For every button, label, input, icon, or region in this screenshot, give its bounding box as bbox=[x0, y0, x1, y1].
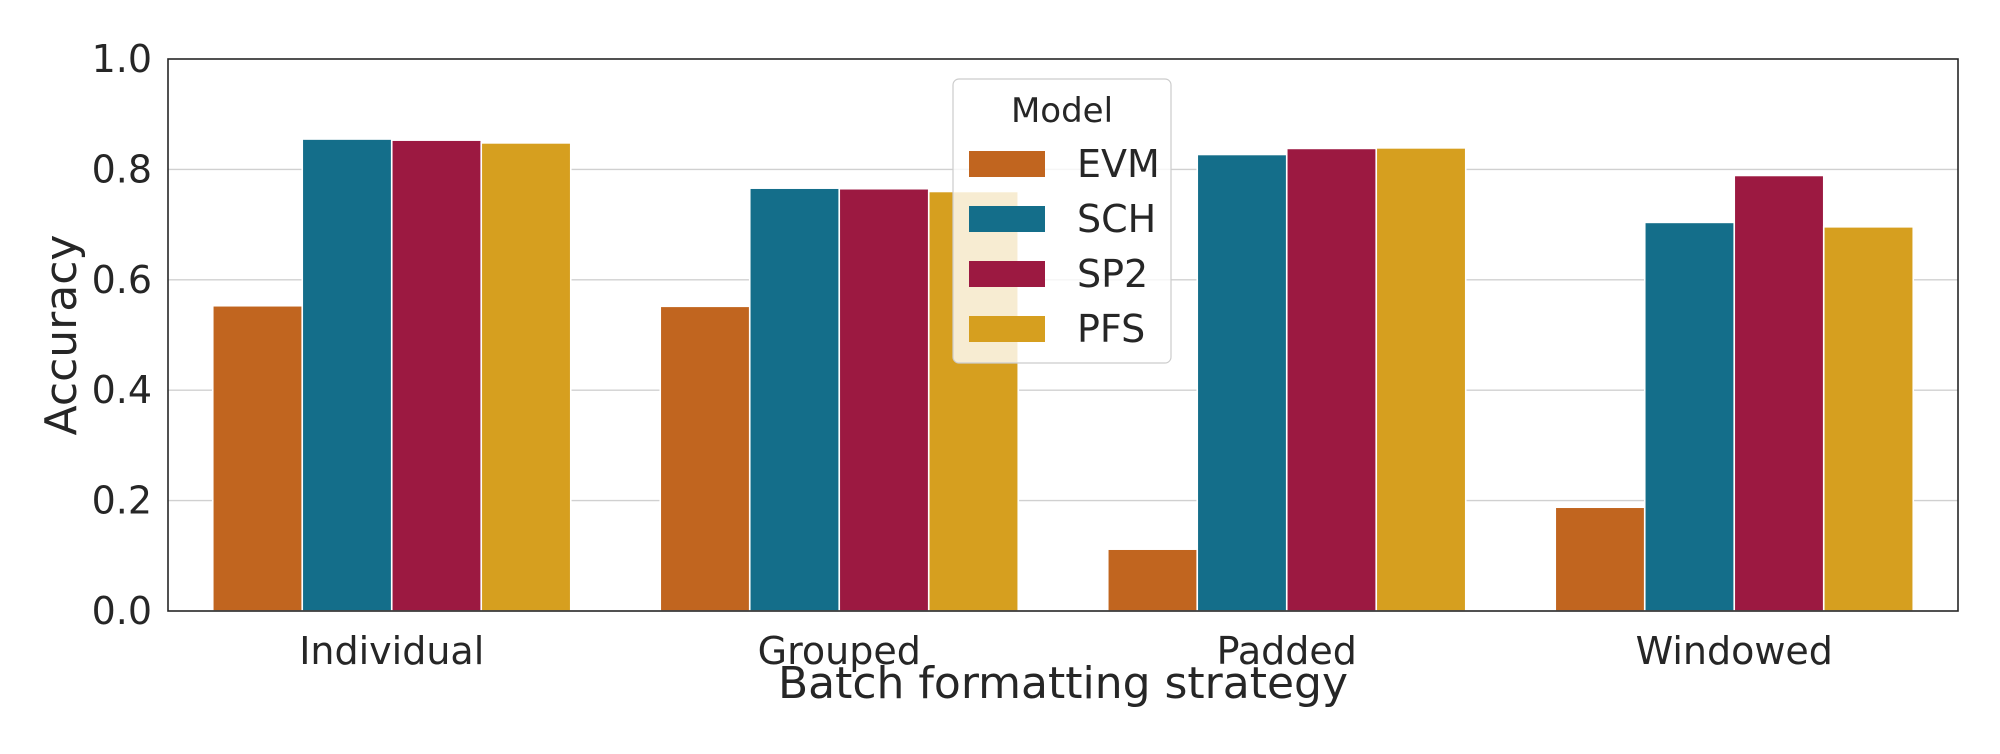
legend-swatch-sp2 bbox=[969, 261, 1045, 287]
x-tick-label: Individual bbox=[299, 629, 484, 673]
y-tick-label: 0.8 bbox=[92, 147, 152, 191]
y-axis-label: Accuracy bbox=[36, 235, 87, 436]
bars bbox=[211, 138, 1915, 612]
bar-pfs-windowed bbox=[1822, 226, 1915, 612]
bar-evm-padded bbox=[1106, 548, 1199, 612]
y-tick-label: 0.4 bbox=[92, 368, 152, 412]
bar-sp2-grouped bbox=[838, 187, 930, 612]
x-tick-label: Grouped bbox=[758, 629, 921, 673]
bar-sch-windowed bbox=[1643, 221, 1736, 612]
bar-sch-padded bbox=[1196, 153, 1288, 612]
bar-sch-individual bbox=[301, 138, 393, 612]
bar-pfs-individual bbox=[480, 142, 572, 612]
bar-sch-grouped bbox=[748, 187, 841, 612]
legend-items: EVM SCH SP2 PFS bbox=[969, 142, 1160, 351]
legend-box bbox=[952, 78, 1172, 364]
legend-swatch-evm bbox=[969, 151, 1045, 177]
legend-label-sch: SCH bbox=[1077, 197, 1156, 241]
x-axis-ticks: Individual Grouped Padded Windowed bbox=[299, 629, 1833, 673]
x-axis-label: Batch formatting strategy bbox=[778, 658, 1348, 709]
bar-evm-windowed bbox=[1554, 506, 1646, 612]
y-tick-label: 0.2 bbox=[92, 479, 152, 523]
legend-title: Model bbox=[1011, 91, 1113, 131]
legend-label-pfs: PFS bbox=[1077, 307, 1145, 351]
x-tick-label: Padded bbox=[1217, 629, 1357, 673]
bar-pfs-padded bbox=[1375, 147, 1467, 612]
x-tick-label: Windowed bbox=[1636, 629, 1833, 673]
bar-evm-grouped bbox=[659, 305, 751, 612]
bar-sp2-padded bbox=[1285, 147, 1378, 612]
legend-swatch-pfs bbox=[969, 316, 1045, 342]
y-tick-label: 0.0 bbox=[92, 589, 152, 633]
y-tick-label: 0.6 bbox=[92, 258, 152, 302]
bar-sp2-individual bbox=[390, 139, 483, 612]
legend-label-sp2: SP2 bbox=[1077, 252, 1148, 296]
legend-swatch-sch bbox=[969, 206, 1045, 232]
y-tick-label: 1.0 bbox=[92, 37, 152, 81]
legend: Model EVM SCH SP2 PFS bbox=[952, 78, 1172, 364]
legend-label-evm: EVM bbox=[1077, 142, 1160, 186]
bar-evm-individual bbox=[211, 304, 304, 612]
plot-frame bbox=[167, 58, 1959, 612]
bar-sp2-windowed bbox=[1733, 174, 1825, 612]
y-axis-ticks: 0.0 0.2 0.4 0.6 0.8 1.0 bbox=[92, 37, 152, 633]
